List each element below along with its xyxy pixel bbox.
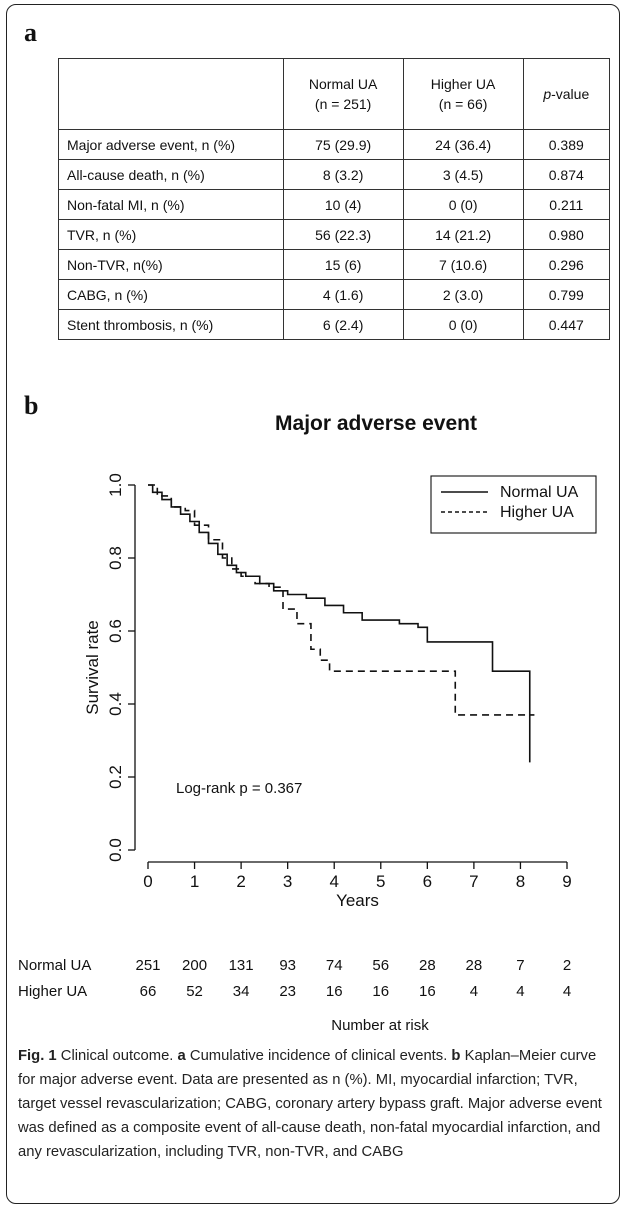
y-tick-label: 0.4 bbox=[106, 692, 125, 716]
cell-p-value: 0.874 bbox=[522, 159, 611, 190]
header-normal-ua: Normal UA (n = 251) bbox=[282, 58, 404, 130]
risk-value: 56 bbox=[372, 957, 389, 974]
y-tick-label: 0.2 bbox=[106, 765, 125, 789]
caption-text2: Cumulative incidence of clinical events. bbox=[185, 1048, 452, 1064]
x-tick-label: 7 bbox=[469, 872, 478, 891]
cell-p-value: 0.211 bbox=[522, 189, 611, 220]
risk-value: 4 bbox=[516, 983, 524, 1000]
cell-higher-ua: 0 (0) bbox=[402, 309, 524, 340]
cell-normal-ua: 6 (2.4) bbox=[282, 309, 404, 340]
x-tick-label: 6 bbox=[423, 872, 432, 891]
km-chart: Major adverse event 0.0 0.2 0.4 0.6 0.8 1.0 Su… bbox=[18, 412, 597, 1034]
risk-value: 52 bbox=[186, 983, 203, 1000]
figure-frame bbox=[6, 4, 620, 1204]
x-tick-label: 2 bbox=[236, 872, 245, 891]
x-tick-label: 9 bbox=[562, 872, 571, 891]
row-label: TVR, n (%) bbox=[58, 219, 284, 250]
table-row: TVR, n (%) 56 (22.3) 14 (21.2) 0.980 bbox=[58, 219, 611, 250]
table-header-row: Normal UA (n = 251) Higher UA (n = 66) p… bbox=[58, 58, 611, 130]
cell-p-value: 0.447 bbox=[522, 309, 611, 340]
y-tick-label: 1.0 bbox=[106, 473, 125, 497]
risk-value: 93 bbox=[279, 957, 296, 974]
risk-value: 131 bbox=[229, 957, 254, 974]
risk-value: 28 bbox=[419, 957, 436, 974]
header-p-italic: p bbox=[543, 86, 552, 102]
risk-value: 4 bbox=[563, 983, 571, 1000]
x-tick-label: 4 bbox=[329, 872, 338, 891]
header-higher-line1: Higher UA bbox=[430, 76, 496, 92]
risk-value: 16 bbox=[326, 983, 343, 1000]
header-p-value: p-value bbox=[522, 58, 611, 130]
header-empty bbox=[58, 58, 284, 130]
row-label: Major adverse event, n (%) bbox=[58, 129, 284, 160]
x-tick-label: 8 bbox=[516, 872, 525, 891]
risk-value: 28 bbox=[466, 957, 483, 974]
clinical-events-table: Normal UA (n = 251) Higher UA (n = 66) p… bbox=[58, 58, 611, 340]
cell-normal-ua: 4 (1.6) bbox=[282, 279, 404, 310]
caption-text1: Clinical outcome. bbox=[56, 1048, 178, 1064]
table-row: Stent thrombosis, n (%) 6 (2.4) 0 (0) 0.447 bbox=[58, 309, 611, 340]
cell-higher-ua: 14 (21.2) bbox=[402, 219, 524, 250]
risk-value: 23 bbox=[279, 983, 296, 1000]
y-axis-label: Survival rate bbox=[83, 620, 102, 714]
y-tick-label: 0.0 bbox=[106, 838, 125, 862]
header-higher-line2: (n = 66) bbox=[438, 96, 488, 112]
risk-value: 200 bbox=[182, 957, 207, 974]
risk-value: 251 bbox=[135, 957, 160, 974]
risk-value: 7 bbox=[516, 957, 524, 974]
risk-value: 2 bbox=[563, 957, 571, 974]
cell-higher-ua: 24 (36.4) bbox=[402, 129, 524, 160]
cell-higher-ua: 3 (4.5) bbox=[402, 159, 524, 190]
caption-a-label: a bbox=[177, 1048, 186, 1064]
cell-normal-ua: 75 (29.9) bbox=[282, 129, 404, 160]
header-p-rest: -value bbox=[551, 86, 590, 102]
table-row: CABG, n (%) 4 (1.6) 2 (3.0) 0.799 bbox=[58, 279, 611, 310]
risk-value: 4 bbox=[470, 983, 478, 1000]
legend-box bbox=[430, 475, 597, 534]
panel-b-label: b bbox=[24, 391, 39, 420]
panel-a-label: a bbox=[24, 18, 37, 47]
header-normal-line2: (n = 251) bbox=[314, 96, 372, 112]
caption-b-label: b bbox=[451, 1048, 461, 1064]
risk-value: 34 bbox=[233, 983, 250, 1000]
cell-higher-ua: 0 (0) bbox=[402, 189, 524, 220]
cell-p-value: 0.799 bbox=[522, 279, 611, 310]
figure-caption: Fig. 1 Clinical outcome. a Cumulative in… bbox=[18, 1044, 614, 1164]
row-label: Non-fatal MI, n (%) bbox=[58, 189, 284, 220]
risk-row-label: Higher UA bbox=[18, 983, 87, 1000]
series-line-normal-ua bbox=[148, 484, 531, 763]
caption-fig-label: Fig. 1 bbox=[18, 1048, 57, 1064]
legend-label: Normal UA bbox=[500, 484, 579, 501]
risk-value: 66 bbox=[140, 983, 157, 1000]
table-row: All-cause death, n (%) 8 (3.2) 3 (4.5) 0.87… bbox=[58, 159, 611, 190]
x-tick-label: 0 bbox=[143, 872, 152, 891]
table-row: Major adverse event, n (%) 75 (29.9) 24 (3… bbox=[58, 129, 611, 160]
y-tick-label: 0.6 bbox=[106, 619, 125, 643]
row-label: Non-TVR, n(%) bbox=[58, 249, 284, 280]
x-tick-label: 1 bbox=[190, 872, 199, 891]
risk-value: 16 bbox=[372, 983, 389, 1000]
caption-text3: Kaplan–Meier curve for major adverse eve… bbox=[18, 1048, 602, 1160]
row-label: Stent thrombosis, n (%) bbox=[58, 309, 284, 340]
risk-row-label: Normal UA bbox=[18, 957, 91, 974]
chart-title: Major adverse event bbox=[275, 412, 477, 435]
x-tick-label: 3 bbox=[283, 872, 292, 891]
cell-p-value: 0.980 bbox=[522, 219, 611, 250]
series-line-higher-ua bbox=[148, 484, 535, 716]
risk-value: 74 bbox=[326, 957, 343, 974]
row-label: CABG, n (%) bbox=[58, 279, 284, 310]
risk-value: 16 bbox=[419, 983, 436, 1000]
y-tick-label: 0.8 bbox=[106, 546, 125, 570]
logrank-annotation: Log-rank p = 0.367 bbox=[176, 780, 302, 797]
cell-normal-ua: 56 (22.3) bbox=[282, 219, 404, 250]
table-row: Non-fatal MI, n (%) 10 (4) 0 (0) 0.211 bbox=[58, 189, 611, 220]
risk-table-title: Number at risk bbox=[331, 1017, 429, 1034]
cell-p-value: 0.296 bbox=[522, 249, 611, 280]
x-tick-label: 5 bbox=[376, 872, 385, 891]
header-higher-ua: Higher UA (n = 66) bbox=[402, 58, 524, 130]
x-axis-label: Years bbox=[336, 891, 379, 910]
legend-label: Higher UA bbox=[500, 504, 574, 521]
header-normal-line1: Normal UA bbox=[308, 76, 378, 92]
row-label: All-cause death, n (%) bbox=[58, 159, 284, 190]
